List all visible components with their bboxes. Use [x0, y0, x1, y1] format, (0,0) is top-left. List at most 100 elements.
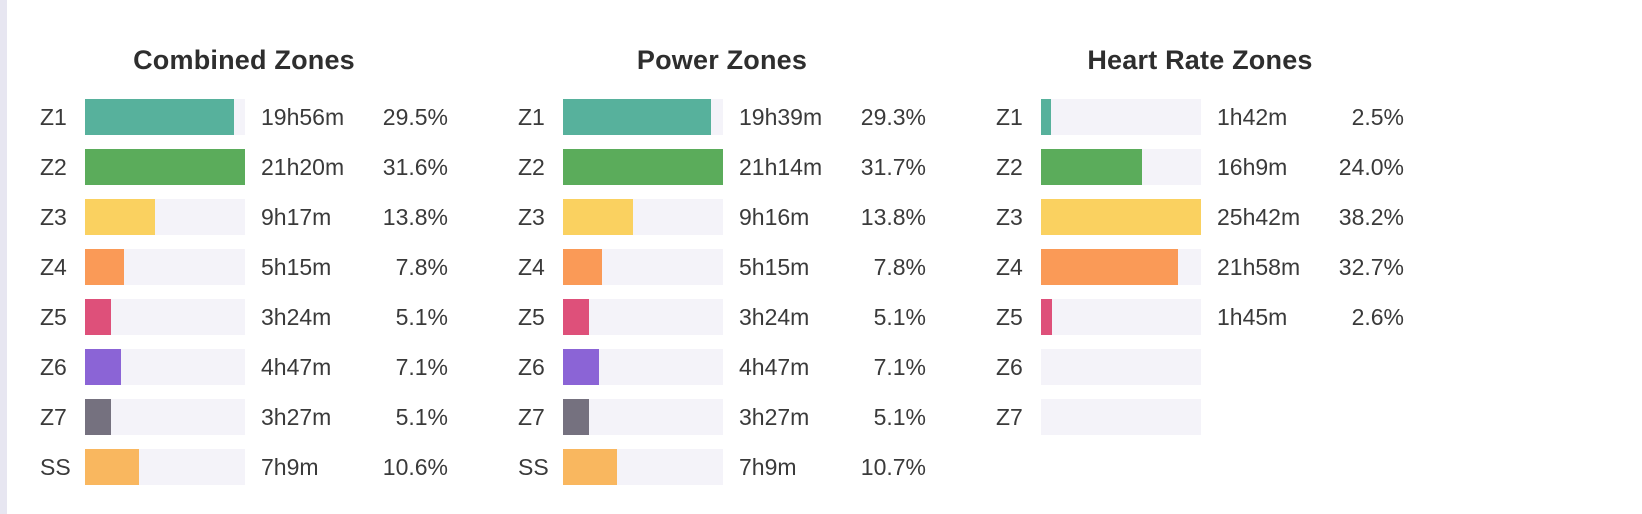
zone-label: SS	[518, 453, 549, 480]
zone-bar-track	[1041, 399, 1201, 435]
page-edge-strip	[0, 0, 7, 514]
zone-time-value: 3h24m	[739, 303, 810, 330]
zone-bar-fill	[85, 249, 125, 285]
zone-row-z3: Z3 25h42m 38.2%	[996, 192, 1404, 242]
zone-bar-track	[85, 449, 245, 485]
zone-bar-fill	[85, 399, 111, 435]
zone-label: Z4	[518, 253, 545, 280]
zone-bar-fill	[1041, 149, 1142, 185]
zone-time-value: 7h9m	[261, 453, 319, 480]
zone-bar-fill	[85, 299, 111, 335]
chart-heart-rate-zones: Heart Rate Zones Z1 1h42m 2.5% Z2 16h9m 24.0% Z…	[996, 44, 1404, 492]
zone-time-value: 5h15m	[739, 253, 810, 280]
zone-bar-track	[563, 149, 723, 185]
zone-row-z4: Z4 5h15m 7.8%	[40, 242, 448, 292]
zone-percent-value: 29.3%	[860, 103, 926, 130]
zone-row-z3: Z3 9h16m 13.8%	[518, 192, 926, 242]
zone-time-value: 9h16m	[739, 203, 810, 230]
zone-bar-track	[1041, 149, 1201, 185]
chart-title: Combined Zones	[133, 45, 355, 75]
zone-row-z4: Z4 21h58m 32.7%	[996, 242, 1404, 292]
zone-label: Z2	[996, 153, 1023, 180]
zone-label: Z3	[518, 203, 545, 230]
zone-label: Z4	[40, 253, 67, 280]
zone-bar-track	[1041, 99, 1201, 135]
zone-label: Z3	[40, 203, 67, 230]
zone-percent-value: 2.6%	[1351, 303, 1404, 330]
zone-bar-fill	[563, 299, 589, 335]
zone-row-z2: Z2 21h20m 31.6%	[40, 142, 448, 192]
zone-charts-row: Combined Zones Z1 19h56m 29.5% Z2 21h20m 31.6%…	[40, 44, 1404, 492]
zone-label: Z3	[996, 203, 1023, 230]
zone-percent-value: 5.1%	[873, 303, 926, 330]
zone-bar-fill	[1041, 199, 1201, 235]
zone-percent-value: 13.8%	[860, 203, 926, 230]
chart-title: Heart Rate Zones	[1087, 45, 1313, 75]
zone-label: Z4	[996, 253, 1023, 280]
zone-bar-track	[1041, 199, 1201, 235]
chart-title: Power Zones	[636, 45, 808, 75]
zone-bar-fill	[1041, 99, 1052, 135]
zone-bar-fill	[1041, 249, 1178, 285]
zone-row-z1: Z1 19h56m 29.5%	[40, 92, 448, 142]
zone-row-z6: Z6	[996, 342, 1404, 392]
zone-time-value: 1h45m	[1217, 303, 1288, 330]
zone-row-ss: SS 7h9m 10.6%	[40, 442, 448, 492]
zone-row-z7: Z7	[996, 392, 1404, 442]
zone-bar-track	[563, 199, 723, 235]
zone-percent-value: 31.6%	[382, 153, 448, 180]
zone-bar-fill	[85, 99, 235, 135]
zone-label: SS	[40, 453, 71, 480]
zone-percent-value: 5.1%	[395, 403, 448, 430]
zone-label: Z7	[518, 403, 545, 430]
zone-bar-track	[563, 349, 723, 385]
zone-bar-track	[563, 99, 723, 135]
zone-percent-value: 5.1%	[873, 403, 926, 430]
zone-row-z7: Z7 3h27m 5.1%	[40, 392, 448, 442]
zone-label: Z1	[996, 103, 1023, 130]
zone-label: Z7	[40, 403, 67, 430]
zone-label: Z2	[518, 153, 545, 180]
zone-label: Z5	[996, 303, 1023, 330]
zone-bar-fill	[1041, 299, 1052, 335]
zone-row-z1: Z1 1h42m 2.5%	[996, 92, 1404, 142]
zone-time-value: 7h9m	[739, 453, 797, 480]
zone-time-value: 16h9m	[1217, 153, 1288, 180]
zone-percent-value: 7.8%	[873, 253, 926, 280]
zone-label: Z5	[518, 303, 545, 330]
zone-bar-track	[563, 249, 723, 285]
zone-bar-track	[85, 349, 245, 385]
zone-time-value: 19h39m	[739, 103, 823, 130]
zone-bar-track	[85, 299, 245, 335]
zone-time-value: 21h20m	[261, 153, 345, 180]
zone-percent-value: 38.2%	[1338, 203, 1404, 230]
zone-label: Z6	[996, 353, 1023, 380]
zone-bar-track	[85, 249, 245, 285]
zone-time-value: 21h58m	[1217, 253, 1301, 280]
zone-bar-fill	[563, 249, 603, 285]
zone-time-value: 4h47m	[261, 353, 332, 380]
zone-bar-fill	[85, 349, 121, 385]
zone-row-z7: Z7 3h27m 5.1%	[518, 392, 926, 442]
zone-bar-fill	[563, 99, 711, 135]
zone-percent-value: 24.0%	[1338, 153, 1404, 180]
zone-bar-fill	[85, 449, 139, 485]
zone-label: Z2	[40, 153, 67, 180]
zone-label: Z1	[40, 103, 67, 130]
zone-time-value: 9h17m	[261, 203, 332, 230]
zone-bar-track	[85, 199, 245, 235]
zone-row-z5: Z5 3h24m 5.1%	[40, 292, 448, 342]
zone-row-z6: Z6 4h47m 7.1%	[518, 342, 926, 392]
zone-row-z5: Z5 1h45m 2.6%	[996, 292, 1404, 342]
zone-label: Z1	[518, 103, 545, 130]
chart-combined-zones: Combined Zones Z1 19h56m 29.5% Z2 21h20m 31.6%…	[40, 44, 448, 492]
zone-row-ss: SS 7h9m 10.7%	[518, 442, 926, 492]
zone-row-z4: Z4 5h15m 7.8%	[518, 242, 926, 292]
zone-percent-value: 10.6%	[382, 453, 448, 480]
zone-percent-value: 13.8%	[382, 203, 448, 230]
zone-bar-track	[563, 399, 723, 435]
zone-percent-value: 7.8%	[395, 253, 448, 280]
zone-time-value: 25h42m	[1217, 203, 1301, 230]
zone-percent-value: 2.5%	[1351, 103, 1404, 130]
zone-bar-track	[1041, 249, 1201, 285]
